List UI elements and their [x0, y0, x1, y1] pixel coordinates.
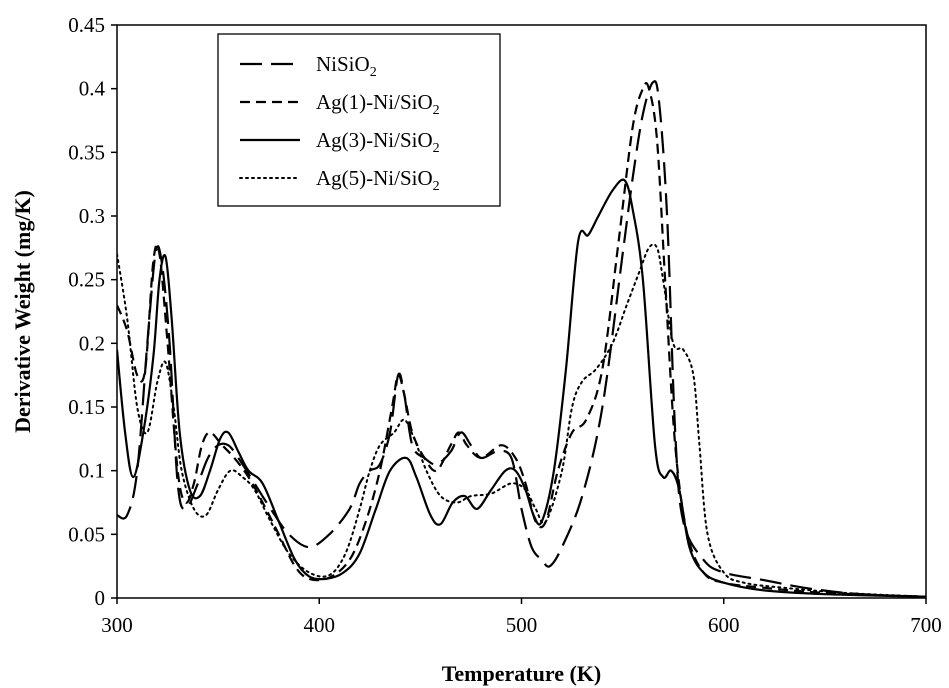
x-axis-ticks: 300 400 500 600 700 — [101, 598, 942, 637]
y-tick-label: 0.1 — [79, 459, 105, 483]
series-line-4 — [117, 243, 926, 598]
y-tick-label: 0 — [95, 586, 106, 610]
y-tick-label: 0.05 — [68, 522, 105, 546]
y-tick-label: 0.45 — [68, 13, 105, 37]
legend-label: NiSiO2 — [316, 52, 377, 80]
x-tick-label: 700 — [910, 613, 942, 637]
y-tick-label: 0.15 — [68, 395, 105, 419]
legend-label: Ag(5)-Ni/SiO2 — [316, 166, 440, 194]
y-tick-label: 0.3 — [79, 204, 105, 228]
y-tick-label: 0.25 — [68, 268, 105, 292]
x-tick-label: 300 — [101, 613, 133, 637]
y-tick-label: 0.35 — [68, 140, 105, 164]
x-tick-label: 500 — [506, 613, 538, 637]
x-axis-title: Temperature (K) — [442, 661, 601, 686]
y-tick-label: 0.2 — [79, 331, 105, 355]
legend-label: Ag(1)-Ni/SiO2 — [316, 90, 440, 118]
y-axis-title: Derivative Weight (mg/K) — [10, 190, 35, 433]
legend-label: Ag(3)-Ni/SiO2 — [316, 128, 440, 156]
series-line-2 — [117, 82, 926, 598]
series-lines — [117, 80, 926, 598]
series-line-3 — [117, 178, 926, 598]
y-axis-ticks: 0 0.05 0.1 0.15 0.2 0.25 0.3 0.35 0.4 0.45 — [68, 13, 117, 610]
x-tick-label: 400 — [304, 613, 336, 637]
legend: NiSiO2 Ag(1)-Ni/SiO2 Ag(3)-Ni/SiO2 Ag(5)-Ni… — [217, 33, 501, 207]
y-tick-label: 0.4 — [79, 77, 106, 101]
x-tick-label: 600 — [708, 613, 740, 637]
